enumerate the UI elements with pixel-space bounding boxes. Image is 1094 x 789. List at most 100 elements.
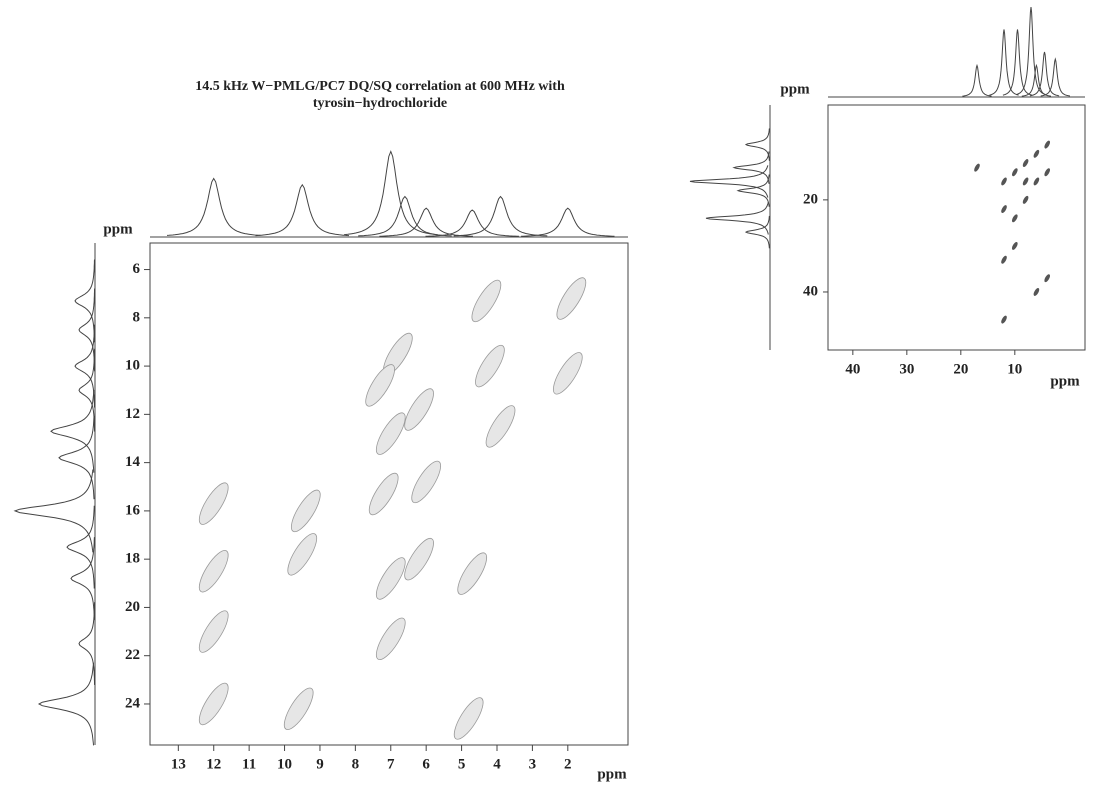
cross-peak: [375, 557, 406, 600]
projection-peak: [58, 416, 95, 500]
cross-peak: [375, 412, 406, 455]
projection-peak: [166, 177, 261, 236]
projection-peak: [1016, 6, 1046, 96]
projection-peak: [255, 183, 350, 237]
cross-peak: [1044, 140, 1051, 149]
cross-peak: [1022, 177, 1029, 186]
cross-peak: [556, 277, 587, 320]
x-tick-label: 13: [171, 756, 186, 772]
projection-peak: [74, 259, 95, 343]
x-tick-label: 2: [564, 756, 572, 772]
cross-peak: [375, 617, 406, 660]
cross-peak: [1033, 288, 1040, 296]
projection-peak: [358, 195, 452, 237]
projection-peak: [425, 209, 519, 237]
plot-frame: [149, 242, 629, 746]
projection-peak: [37, 662, 94, 746]
x-tick-label: 10: [277, 756, 292, 772]
cross-peak: [1001, 177, 1007, 186]
cross-peak: [368, 472, 399, 516]
cross-peak: [290, 489, 321, 533]
cross-peak: [404, 388, 434, 431]
y-tick-label: 6: [133, 261, 141, 277]
projection-peak: [689, 165, 769, 198]
projection-peak: [744, 215, 770, 249]
cross-peak: [1011, 241, 1018, 250]
cross-peak: [365, 364, 395, 407]
cross-peak: [453, 697, 484, 740]
projection-peak: [13, 469, 94, 553]
y-tick-label: 20: [125, 599, 140, 615]
cross-peak: [552, 352, 583, 395]
projection-peak: [453, 195, 548, 237]
projection-peak: [50, 389, 95, 473]
x-tick-label: 6: [422, 756, 430, 772]
projection-peak: [744, 128, 770, 161]
cross-peak: [1044, 168, 1051, 177]
x-tick-label: 4: [493, 756, 501, 772]
projection-peak: [1029, 51, 1060, 97]
chart-title: 14.5 kHz W−PMLG/PC7 DQ/SQ correlation at…: [195, 79, 565, 94]
y-tick-label: 8: [133, 309, 141, 325]
cross-peak: [1022, 159, 1029, 167]
projection-peak: [70, 537, 95, 620]
y-tick-label: 40: [803, 283, 818, 299]
projection-peak: [732, 151, 770, 184]
cross-peak: [1001, 255, 1007, 264]
plot-frame: [827, 104, 1086, 351]
y-axis-label: ppm: [103, 221, 133, 237]
cross-peak: [1011, 168, 1018, 177]
cross-peak: [198, 482, 229, 525]
x-axis-label: ppm: [1050, 373, 1080, 389]
cross-peak: [1001, 315, 1007, 324]
x-axis-label: ppm: [597, 766, 627, 782]
y-tick-label: 22: [125, 647, 140, 663]
projection-peak: [66, 505, 95, 589]
projection-peak: [1040, 57, 1070, 97]
y-tick-label: 14: [125, 454, 141, 470]
projection-peak: [1002, 29, 1033, 96]
cross-peak: [1033, 177, 1040, 186]
projection-peak: [521, 207, 615, 237]
projection-peak: [343, 150, 438, 236]
cross-peak: [287, 533, 318, 576]
projection-peak: [705, 201, 769, 235]
projection-peak: [78, 288, 96, 372]
cross-peak: [457, 552, 488, 595]
cross-peak: [1022, 195, 1029, 204]
x-tick-label: 5: [458, 756, 466, 772]
x-tick-label: 10: [1007, 361, 1022, 377]
x-tick-label: 3: [529, 756, 537, 772]
y-tick-label: 20: [803, 191, 818, 207]
cross-peak: [283, 687, 314, 730]
y-tick-label: 10: [125, 358, 140, 374]
projection-peak: [962, 63, 992, 97]
cross-peak: [411, 460, 441, 504]
y-tick-label: 24: [125, 695, 141, 711]
cross-peak: [471, 279, 502, 323]
x-tick-label: 40: [845, 361, 860, 377]
cross-peak: [485, 405, 516, 448]
cross-peak: [1011, 214, 1018, 223]
x-tick-label: 8: [352, 756, 360, 772]
x-tick-label: 7: [387, 756, 395, 772]
x-tick-label: 9: [316, 756, 324, 772]
cross-peak: [198, 682, 229, 726]
cross-peak: [974, 163, 980, 172]
cross-peak: [1033, 149, 1040, 158]
cross-peak: [475, 344, 505, 388]
cross-peak: [198, 610, 229, 653]
x-tick-label: 12: [206, 756, 221, 772]
cross-peak: [198, 550, 229, 593]
cross-peak: [1044, 274, 1051, 283]
y-tick-label: 16: [125, 502, 141, 518]
chart-title: tyrosin−hydrochloride: [313, 96, 447, 111]
projection-peak: [736, 174, 770, 207]
cross-peak: [1001, 205, 1007, 214]
projection-peak: [989, 29, 1019, 96]
y-tick-label: 12: [125, 406, 140, 422]
cross-peak: [404, 537, 434, 581]
projection-peak: [78, 602, 96, 686]
y-tick-label: 18: [125, 551, 140, 567]
